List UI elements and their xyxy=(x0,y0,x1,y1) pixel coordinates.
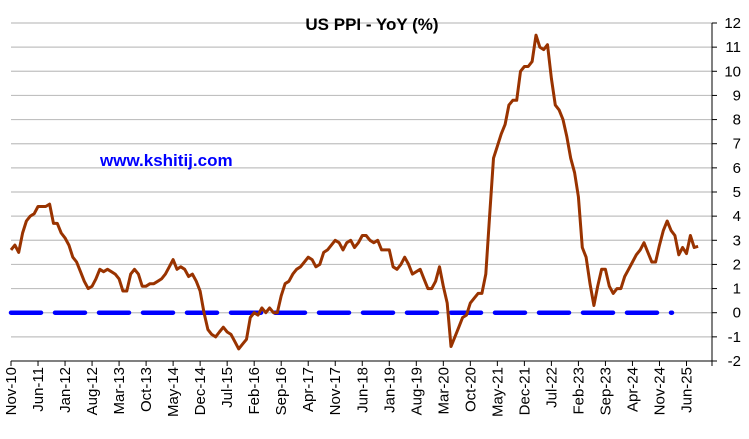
x-tick-label: Feb-16 xyxy=(246,367,263,415)
x-tick-label: Apr-24 xyxy=(624,367,641,412)
x-tick-label: Aug-12 xyxy=(84,367,101,415)
y-tick-label: 4 xyxy=(733,208,741,225)
y-tick-label: 9 xyxy=(733,87,741,104)
y-tick-label: 6 xyxy=(733,160,741,177)
x-tick-label: May-14 xyxy=(165,367,182,417)
x-tick-label: Oct-20 xyxy=(462,367,479,412)
x-tick-label: Nov-10 xyxy=(3,367,20,415)
x-tick-label: Jul-15 xyxy=(219,367,236,408)
ppi-yoy-line xyxy=(9,33,699,351)
x-tick-label: Sep-23 xyxy=(597,367,614,415)
x-tick-label: Aug-19 xyxy=(408,367,425,415)
x-tick-label: Nov-24 xyxy=(651,367,668,415)
y-tick-label: 1 xyxy=(733,281,741,298)
y-tick-label: 11 xyxy=(725,39,741,56)
y-tick-label: 10 xyxy=(724,63,741,80)
gridlines xyxy=(11,22,712,338)
x-tick-label: Jan-19 xyxy=(381,367,398,413)
y-tick-label: 2 xyxy=(733,256,741,273)
y-tick-label: 0 xyxy=(733,305,741,322)
x-tick-label: Jun-18 xyxy=(354,367,371,413)
y-tick-label: 3 xyxy=(733,232,741,249)
x-tick-label: Sep-16 xyxy=(273,367,290,415)
y-tick-label: 5 xyxy=(733,184,741,201)
x-tick-label: Jan-12 xyxy=(57,367,74,413)
y-tick-label: 7 xyxy=(733,136,741,153)
axes xyxy=(10,22,717,366)
x-tick-label: Jun-11 xyxy=(30,367,47,412)
x-tick-label: Jul-22 xyxy=(543,367,560,408)
x-axis-tick-labels: Nov-10 Jun-11 Jan-12 Aug-12 Mar-13 Oct-13 May-… xyxy=(3,367,696,417)
x-tick-label: Mar-13 xyxy=(111,367,128,415)
chart-title: US PPI - YoY (%) xyxy=(305,15,438,34)
x-tick-label: Nov-17 xyxy=(327,367,344,415)
y-tick-label: 8 xyxy=(733,112,741,129)
x-tick-label: Dec-21 xyxy=(516,367,533,415)
y-tick-label: -2 xyxy=(728,353,741,370)
series-line xyxy=(9,33,699,351)
x-tick-label: Jun-25 xyxy=(679,367,696,413)
x-tick-label: Dec-14 xyxy=(192,367,209,415)
y-tick-label: -1 xyxy=(728,329,741,346)
x-tick-label: Apr-17 xyxy=(300,367,317,412)
x-tick-label: Feb-23 xyxy=(570,367,587,415)
x-tick-label: May-21 xyxy=(489,367,506,417)
x-tick-label: Oct-13 xyxy=(138,367,155,412)
watermark: www.kshitij.com xyxy=(99,151,233,170)
x-tick-label: Mar-20 xyxy=(435,367,452,415)
y-tick-label: 12 xyxy=(724,15,741,32)
